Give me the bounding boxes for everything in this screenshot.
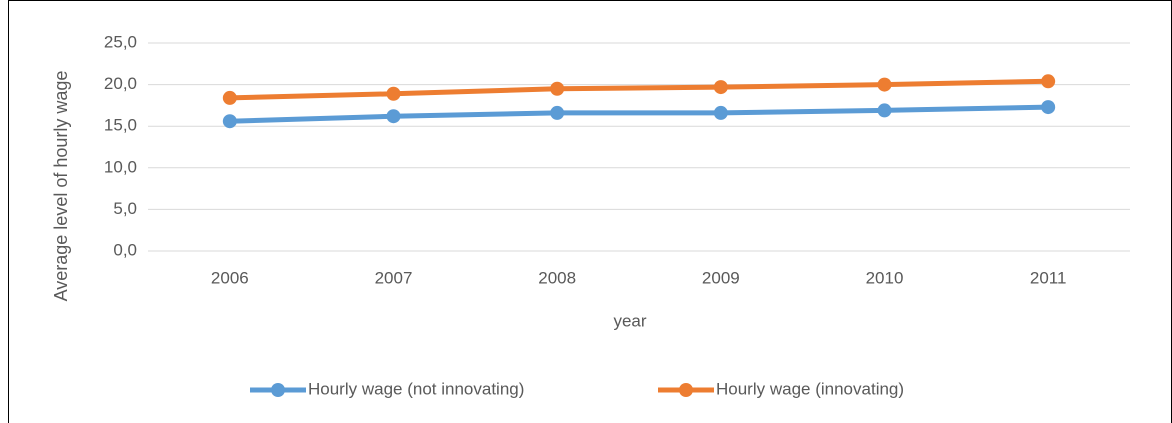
y-tick-label: 10,0 [104,157,137,176]
x-tick-label: 2009 [702,268,740,287]
legend-label: Hourly wage (not innovating) [308,379,524,398]
x-tick-label: 2007 [375,268,413,287]
x-tick-label: 2006 [211,268,249,287]
y-tick-label: 15,0 [104,116,137,135]
marker [877,103,892,118]
marker [1041,74,1056,89]
y-tick-label: 20,0 [104,74,137,93]
y-axis-label: Average level of hourly wage [51,71,71,302]
x-axis-label: year [613,311,646,330]
legend-label: Hourly wage (innovating) [716,379,904,398]
marker [877,77,892,92]
chart-frame [8,0,1172,423]
line [227,78,1051,101]
marker [713,105,728,120]
marker [550,105,565,120]
marker [550,81,565,96]
y-tick-label: 0,0 [113,240,137,259]
legend-marker [271,383,285,397]
marker [386,109,401,124]
marker [222,114,237,129]
y-tick-label: 5,0 [113,199,137,218]
marker [1041,100,1056,115]
y-tick-label: 25,0 [104,32,137,51]
line [227,104,1051,124]
x-tick-label: 2008 [538,268,576,287]
marker [713,80,728,95]
x-tick-label: 2010 [866,268,904,287]
legend-marker [679,383,693,397]
marker [386,86,401,101]
marker [222,90,237,105]
x-tick-label: 2011 [1030,268,1067,287]
